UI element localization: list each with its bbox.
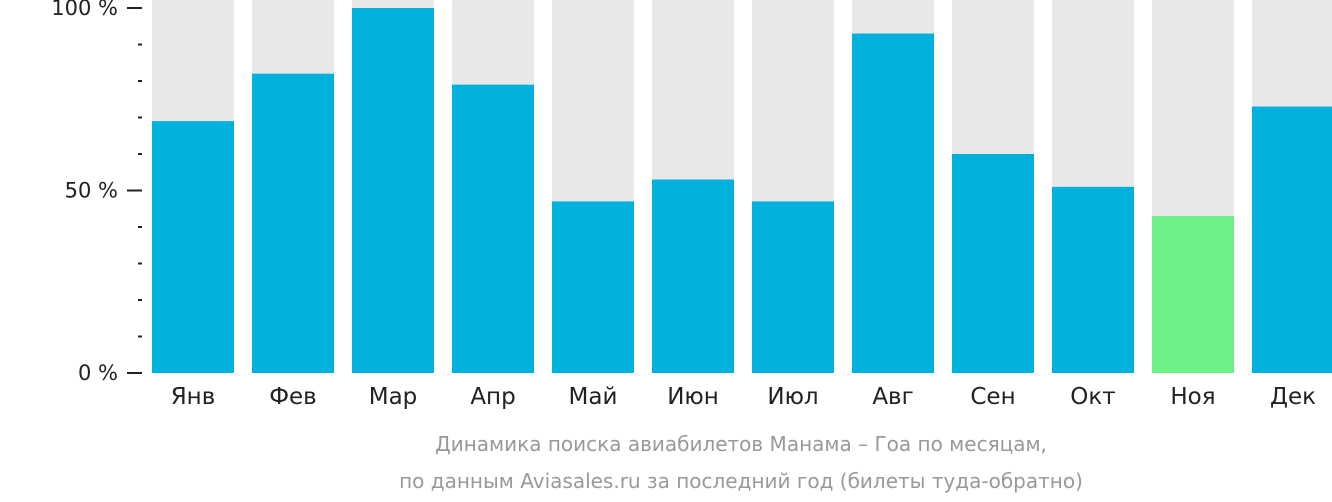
bar-Апр <box>452 84 534 374</box>
y-axis: 100 % 50 % 0 % <box>51 0 142 385</box>
x-tick-label: Мар <box>369 384 418 410</box>
bars <box>152 0 1332 374</box>
x-tick-label: Июл <box>767 384 818 410</box>
bar-Окт <box>1052 186 1134 373</box>
chart-caption-line-2: по данным Aviasales.ru за последний год … <box>399 469 1083 493</box>
bar-Фев <box>252 73 334 373</box>
bar-Июн <box>652 179 734 373</box>
x-tick-label: Июн <box>667 384 719 410</box>
bar-Дек <box>1252 106 1332 374</box>
x-axis-labels: Янв Фев Мар Апр Май Июн Июл Авг Сен Окт Ноя Дек <box>171 384 1316 410</box>
bar-Май <box>552 201 634 373</box>
x-tick-label: Ноя <box>1170 384 1215 410</box>
chart-caption-line-1: Динамика поиска авиабилетов Манама – Гоа… <box>435 432 1047 456</box>
bar-Янв <box>152 121 234 374</box>
bar-Сен <box>952 154 1034 373</box>
bar-chart: 100 % 50 % 0 % Янв Фев Мар Апр Май Июн Июл Авг Сен… <box>51 0 1332 410</box>
x-tick-label: Апр <box>470 384 515 410</box>
y-tick-label: 0 % <box>78 361 118 385</box>
bar-Мар <box>352 8 434 373</box>
x-tick-label: Дек <box>1270 384 1316 410</box>
x-tick-label: Янв <box>171 384 216 410</box>
x-tick-label: Сен <box>970 384 1015 410</box>
bar-Ноя <box>1152 216 1234 373</box>
y-tick-label: 50 % <box>65 179 118 203</box>
bar-Авг <box>852 33 934 374</box>
x-tick-label: Май <box>569 384 618 410</box>
x-tick-label: Окт <box>1070 384 1115 410</box>
x-tick-label: Фев <box>269 384 317 410</box>
x-tick-label: Авг <box>872 384 913 410</box>
bar-Июл <box>752 201 834 373</box>
y-tick-label: 100 % <box>51 0 118 20</box>
